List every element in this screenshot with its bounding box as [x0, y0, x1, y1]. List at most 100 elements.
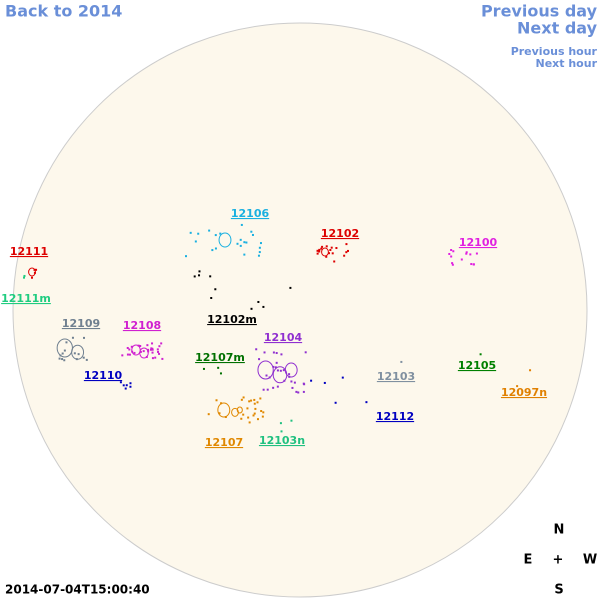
sunspot-dot	[130, 345, 133, 348]
sunspot-dot	[452, 250, 455, 253]
region-label: 12104	[264, 331, 303, 344]
region-label: 12103n	[259, 434, 305, 447]
sunspot-region	[23, 274, 26, 279]
sunspot-dot	[254, 407, 257, 410]
sunspot-dot	[318, 250, 321, 253]
previous-day-link[interactable]: Previous day	[481, 2, 598, 21]
sunspot-dot	[71, 336, 74, 339]
sunspot-dot	[240, 223, 243, 226]
sunspot-dot	[346, 249, 349, 252]
sunspot-dot	[475, 252, 478, 255]
sunspot-region	[193, 270, 292, 310]
sunspot-dot	[258, 251, 261, 254]
sunspot-dot	[128, 353, 131, 356]
sunspot-dot	[122, 384, 125, 387]
sunspot-ring	[321, 247, 329, 257]
sunspot-dot	[251, 233, 254, 236]
sunspot-dot	[266, 388, 269, 391]
sunspot-dot	[288, 373, 291, 376]
sunspot-dot	[239, 238, 242, 241]
sunspot-dot	[279, 369, 282, 372]
sunspot-dot	[158, 345, 161, 348]
sunspot-dot	[310, 379, 313, 382]
region-label: 12112	[376, 410, 414, 423]
sunspot-dot	[207, 413, 210, 416]
sunspot-dot	[133, 351, 136, 354]
sunspot-dot	[253, 402, 256, 405]
sunspot-dot	[325, 245, 328, 248]
sunspot-dot	[242, 413, 245, 416]
sunspot-dot	[275, 361, 278, 364]
sunspot-dot	[248, 400, 251, 403]
region-label: 12111	[10, 245, 48, 258]
sunspot-dot	[193, 275, 196, 278]
sunspot-dot	[129, 382, 132, 385]
sunspot-dot	[151, 342, 154, 345]
sunspot-dot	[154, 356, 157, 359]
sunspot-dot	[343, 254, 346, 257]
sunspot-dot	[158, 352, 161, 355]
sunspot-region	[207, 396, 265, 424]
sunspot-dot	[85, 358, 88, 361]
previous-hour-link[interactable]: Previous hour	[511, 45, 598, 58]
sunspot-dot	[121, 354, 124, 357]
sunspot-dot	[245, 241, 248, 244]
sunspot-dot	[243, 253, 246, 256]
sunspot-dot	[261, 415, 264, 418]
sunspot-ring	[284, 362, 298, 378]
sunspot-dot	[479, 353, 482, 356]
sunspot-dot	[316, 252, 319, 255]
next-hour-link[interactable]: Next hour	[536, 57, 598, 70]
sunspot-dot	[259, 242, 262, 245]
sunspot-dot	[126, 346, 129, 349]
region-label: 12100	[459, 236, 498, 249]
back-link[interactable]: Back to 2014	[5, 2, 122, 21]
sunspot-dot	[124, 387, 127, 390]
next-day-link[interactable]: Next day	[517, 19, 598, 38]
sunspot-dot	[157, 350, 160, 353]
sunspot-region	[516, 369, 532, 388]
sunspot-region	[400, 360, 403, 363]
region-label: 12107m	[195, 351, 245, 364]
region-label: 12102	[321, 227, 359, 240]
sunspot-dot	[256, 418, 259, 421]
sunspot-dot	[23, 276, 26, 279]
sunspot-dot	[516, 385, 519, 388]
sunspot-dot	[318, 248, 321, 251]
sunspot-dot	[217, 366, 220, 369]
sunspot-dot	[316, 249, 319, 252]
sunspot-dot	[293, 381, 296, 384]
sunspot-dot	[83, 336, 86, 339]
sunspot-dot	[77, 353, 80, 356]
sunspot-dot	[465, 251, 468, 254]
sunspot-dot	[341, 376, 344, 379]
region-label: 12097n	[501, 386, 547, 399]
sunspot-dot	[161, 357, 164, 360]
solar-disk	[12, 22, 588, 598]
sunspot-dot	[365, 401, 368, 404]
sunspot-region	[121, 342, 164, 360]
sunspot-dot	[260, 410, 263, 413]
sunspot-dot	[472, 263, 475, 266]
sunspot-dot	[274, 366, 277, 369]
sunspot-region	[310, 376, 368, 404]
sunspot-dot	[253, 412, 256, 415]
sunspot-dot	[147, 348, 150, 351]
sunspot-dot	[189, 231, 192, 234]
sunspot-dot	[328, 252, 331, 255]
sunspot-dot	[58, 357, 61, 360]
sunspot-dot	[451, 263, 454, 266]
sunspot-dot	[197, 232, 200, 235]
sunspot-dot	[35, 268, 38, 271]
sunspot-ring	[236, 406, 243, 414]
sunspot-dot	[450, 249, 453, 252]
sunspot-dot	[23, 274, 26, 277]
region-label: 12110	[84, 369, 123, 382]
sunspot-dot	[304, 351, 307, 354]
sunspot-region	[448, 249, 478, 266]
sunspot-dot	[236, 242, 239, 245]
sunspot-dot	[302, 382, 305, 385]
sunspot-dot	[242, 396, 245, 399]
region-label: 12108	[123, 319, 161, 332]
sunspot-region	[316, 243, 349, 263]
